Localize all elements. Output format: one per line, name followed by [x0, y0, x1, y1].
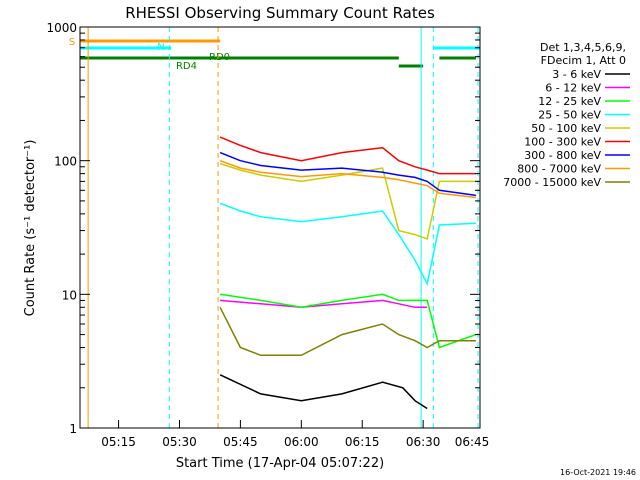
vertical-markers — [87, 27, 479, 428]
footer-date: 16-Oct-2021 19:46 — [560, 468, 636, 477]
series-line-3-6-kev — [219, 374, 428, 410]
legend-entry-label: 50 - 100 keV — [531, 122, 601, 135]
legend-entry-label: 3 - 6 keV — [552, 68, 601, 81]
legend-entry-label: 100 - 300 keV — [524, 136, 601, 149]
y-tick-label: 1 — [69, 422, 77, 436]
series-line-7000-15000-kev — [219, 306, 476, 357]
x-tick-label: 06:00 — [284, 435, 319, 449]
flag-label-rd4: RD4 — [176, 61, 197, 72]
flag-label-rd0: RD0 — [209, 52, 230, 63]
legend-entry-label: 7000 - 15000 keV — [503, 176, 601, 189]
series-line-6-12-kev — [220, 299, 428, 309]
series-line-300-800-kev — [219, 151, 477, 197]
legend-entry-label: 12 - 25 keV — [538, 95, 601, 108]
series-lines — [219, 136, 477, 410]
flag-label-s: S — [69, 37, 75, 48]
series-line-25-50-kev — [219, 202, 476, 286]
x-axis-label: Start Time (17-Apr-04 05:07:22) — [176, 456, 384, 471]
plot-frame — [79, 26, 481, 429]
legend-entry-label: 25 - 50 keV — [538, 109, 601, 122]
x-tick-label: 05:15 — [101, 435, 136, 449]
legend-header-line-2: FDecim 1, Att 0 — [541, 54, 626, 67]
y-tick-label: 10 — [62, 288, 77, 302]
observing-flags: S N RD0 RD4 — [69, 37, 480, 72]
series-line-12-25-kev — [219, 293, 477, 349]
series-line-100-300-kev — [219, 136, 476, 175]
series-line-50-100-kev — [219, 162, 476, 240]
legend-entry-label: 300 - 800 keV — [524, 149, 601, 162]
axes: 05:15 05:30 05:45 06:00 06:15 06:30 06:45 1 10 10… — [46, 21, 489, 449]
x-tick-label: 05:45 — [223, 435, 258, 449]
x-tick-label: 06:15 — [345, 435, 380, 449]
y-tick-label: 1000 — [46, 21, 77, 35]
x-tick-label: 06:30 — [406, 435, 441, 449]
y-axis-label: Count Rate (s⁻¹ detector⁻¹) — [23, 140, 38, 317]
x-tick-label: 06:45 — [455, 435, 490, 449]
x-tick-label: 05:30 — [162, 435, 197, 449]
legend-entry-label: 6 - 12 keV — [545, 82, 601, 95]
series-line-800-7000-kev — [219, 159, 476, 199]
legend-header-line-1: Det 1,3,4,5,6,9, — [540, 41, 626, 54]
y-tick-label: 100 — [54, 155, 77, 169]
legend-entry-label: 800 - 7000 keV — [517, 163, 601, 176]
flag-label-n: N — [157, 42, 164, 53]
chart-title: RHESSI Observing Summary Count Rates — [125, 4, 435, 22]
